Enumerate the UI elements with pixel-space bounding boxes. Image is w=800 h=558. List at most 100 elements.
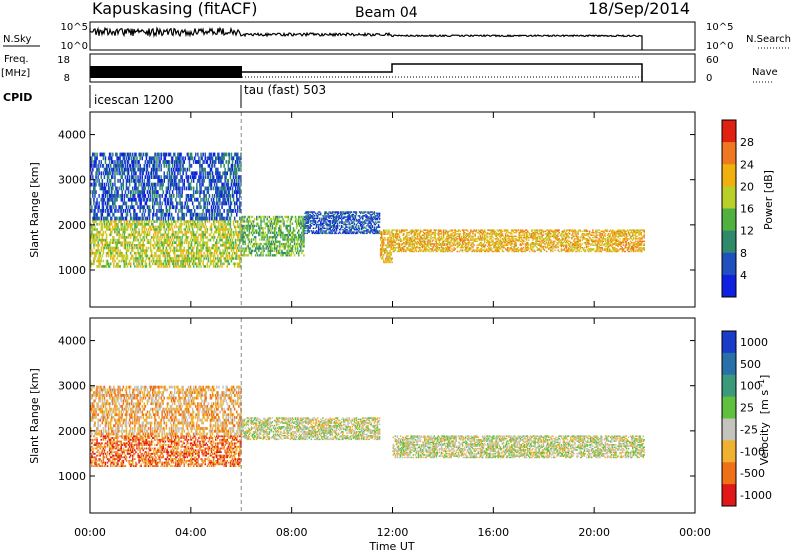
power-cell: [222, 226, 224, 229]
power-cell: [195, 234, 197, 237]
power-cell: [116, 257, 118, 260]
power-cell: [202, 209, 204, 213]
power-cell: [114, 179, 116, 183]
power-cell: [230, 220, 232, 223]
power-cell: [327, 213, 329, 215]
power-cell: [119, 179, 121, 183]
power-cell: [148, 194, 150, 198]
power-cell: [91, 205, 93, 209]
power-cell: [128, 187, 130, 191]
power-cell: [286, 234, 288, 236]
power-cell: [213, 257, 215, 260]
power-cell: [149, 234, 151, 237]
power-cell: [128, 205, 130, 209]
power-cell: [209, 164, 211, 168]
power-cell: [294, 238, 296, 240]
power-cell: [231, 213, 233, 217]
power-cell: [188, 231, 190, 234]
power-cell: [409, 246, 411, 248]
power-cell: [227, 265, 229, 268]
power-cell: [208, 190, 210, 194]
power-cell: [143, 171, 145, 175]
power-cell: [104, 183, 106, 187]
power-cell: [155, 255, 157, 258]
power-cell: [242, 238, 244, 240]
power-cell: [186, 234, 188, 237]
power-cell: [158, 175, 160, 179]
power-cell: [108, 220, 110, 223]
power-cell: [292, 236, 294, 238]
power-cell: [238, 164, 240, 168]
power-cell: [260, 216, 262, 218]
power-cell: [170, 187, 172, 191]
power-cell: [172, 202, 174, 206]
power-cell: [117, 160, 119, 164]
power-cell: [383, 244, 385, 246]
power-cell: [192, 156, 194, 160]
power-cell: [207, 252, 209, 255]
power-cell: [449, 251, 451, 253]
power-cell: [101, 257, 103, 260]
power-cell: [172, 244, 174, 247]
power-cell: [150, 244, 152, 247]
power-cell: [239, 187, 241, 191]
power-cell: [122, 168, 124, 172]
power-cell: [175, 220, 177, 223]
power-cell: [229, 160, 231, 164]
power-cell: [158, 168, 160, 172]
power-cell: [203, 190, 205, 194]
power-cell: [137, 164, 139, 168]
power-cell: [190, 247, 192, 250]
power-cell: [310, 214, 312, 216]
power-cell: [226, 175, 228, 179]
power-cell: [451, 242, 453, 244]
power-cell: [217, 202, 219, 206]
power-cell: [119, 234, 121, 237]
power-cell: [223, 183, 225, 187]
power-cell: [112, 187, 114, 191]
power-cell: [164, 179, 166, 183]
power-cell: [124, 156, 126, 160]
power-cell: [152, 255, 154, 258]
power-cell: [202, 260, 204, 263]
power-cell: [109, 190, 111, 194]
power-cell: [140, 202, 142, 206]
power-cell: [280, 245, 282, 247]
power-cell: [295, 234, 297, 236]
power-cell: [293, 245, 295, 247]
power-cell: [248, 236, 250, 238]
power-cell: [366, 220, 368, 222]
power-cell: [123, 179, 125, 183]
power-cell: [98, 205, 100, 209]
power-cell: [200, 153, 202, 157]
power-cell: [222, 160, 224, 164]
power-cell: [117, 263, 119, 266]
power-cell: [205, 156, 207, 160]
power-cell: [222, 249, 224, 252]
power-cell: [149, 183, 151, 187]
power-cell: [156, 257, 158, 260]
power-cell: [114, 190, 116, 194]
power-cell: [181, 231, 183, 234]
power-cell: [437, 251, 439, 253]
power-cell: [116, 168, 118, 172]
power-cell: [455, 248, 457, 250]
power-cell: [108, 263, 110, 266]
power-cell: [403, 239, 405, 241]
power-cell: [163, 247, 165, 250]
power-cell: [185, 156, 187, 160]
power-cell: [233, 249, 235, 252]
power-cell: [217, 168, 219, 172]
power-cell: [144, 198, 146, 202]
power-cell: [303, 254, 305, 256]
power-cell: [95, 164, 97, 168]
power-cell: [202, 153, 204, 157]
power-cell: [95, 190, 97, 194]
power-cell: [156, 156, 158, 160]
power-cell: [170, 249, 172, 252]
power-cell: [234, 265, 236, 268]
power-cell: [260, 243, 262, 245]
power-cell: [370, 223, 372, 225]
power-cell: [157, 236, 159, 239]
power-cell: [373, 221, 375, 223]
